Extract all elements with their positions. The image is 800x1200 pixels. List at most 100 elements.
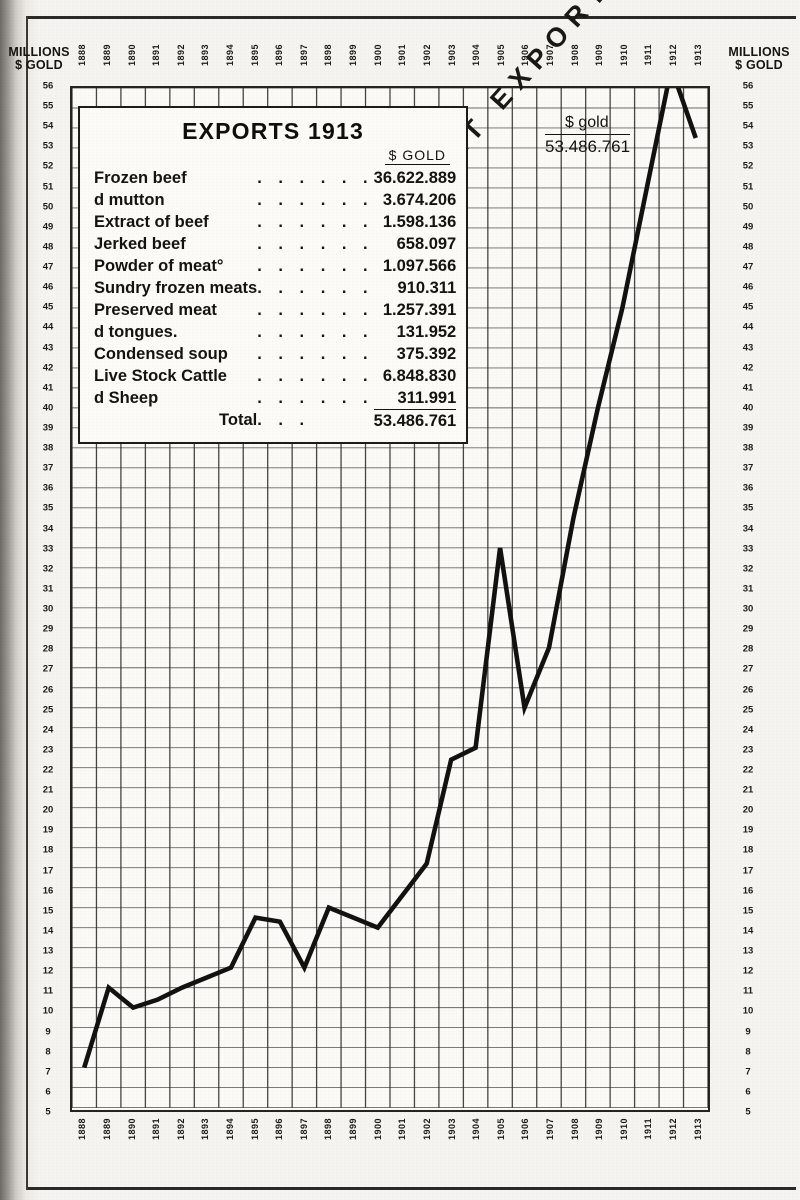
y-tick-label: 7	[745, 1066, 751, 1078]
exports-row-value: 1.097.566	[382, 256, 457, 275]
y-tick-label: 42	[42, 362, 54, 374]
exports-row-leader-dots: . . . . . .	[257, 278, 374, 297]
y-tick-label: 39	[42, 422, 54, 434]
y-tick-label: 49	[42, 221, 54, 233]
y-tick-label: 47	[42, 261, 54, 273]
y-tick-label: 38	[742, 442, 754, 454]
y-tick-label: 21	[42, 784, 54, 796]
left-axis-caption-line1: MILLIONS	[8, 45, 70, 59]
x-tick-label-year: 1894	[225, 1118, 235, 1141]
y-tick-label: 47	[742, 261, 754, 273]
exports-row-leader-dots: . . . . . .	[257, 190, 374, 209]
y-tick-label: 18	[742, 844, 754, 856]
y-tick-label: 12	[42, 965, 54, 977]
y-tick-label: 29	[42, 623, 54, 635]
x-tick-label-year: 1895	[249, 44, 260, 67]
exports-column-header-label: $ GOLD	[384, 147, 450, 165]
exports-row-value: 311.991	[397, 388, 457, 407]
y-tick-label: 31	[742, 583, 754, 595]
exports-row-leader-dots: . . . . . .	[257, 366, 374, 385]
x-tick-label-year: 1913	[692, 44, 703, 67]
page-border-left	[26, 16, 28, 1190]
exports-line-series	[82, 88, 698, 1069]
y-tick-label: 40	[42, 402, 54, 414]
exports-row-label: d mutton	[94, 190, 165, 209]
y-tick-label: 50	[742, 201, 754, 213]
left-axis-caption-line2: $ GOLD	[15, 58, 63, 72]
x-tick-label-year: 1892	[175, 44, 186, 67]
x-tick-label-year: 1909	[594, 44, 605, 67]
y-tick-label: 46	[42, 281, 54, 293]
x-tick-label-year: 1894	[225, 44, 235, 67]
y-tick-label: 5	[745, 1106, 751, 1118]
x-tick-label-year: 1899	[348, 44, 359, 67]
x-tick-label-year: 1890	[126, 1118, 137, 1141]
y-tick-label: 36	[742, 482, 754, 494]
y-tick-label: 26	[742, 684, 754, 696]
y-tick-label: 26	[42, 684, 54, 696]
y-tick-label: 6	[45, 1086, 51, 1098]
y-tick-label: 5	[45, 1106, 51, 1118]
y-tick-label: 40	[742, 402, 754, 414]
x-tick-label-year: 1900	[372, 44, 383, 67]
y-tick-label: 24	[42, 724, 54, 736]
exports-row: Extract of beef . . . . . . 1.598.136	[94, 211, 456, 233]
y-tick-label: 51	[742, 181, 754, 193]
y-tick-label: 27	[42, 663, 54, 675]
x-tick-label-year: 1890	[126, 44, 137, 67]
y-tick-label: 9	[745, 1026, 751, 1038]
exports-row-label: Sundry frozen meats	[94, 278, 258, 297]
y-tick-label: 55	[42, 100, 54, 112]
exports-row: Live Stock Cattle . . . . . . 6.848.830	[94, 365, 456, 387]
exports-row-value: 1.598.136	[382, 212, 457, 231]
y-tick-label: 10	[42, 1005, 54, 1017]
x-tick-label-year: 1905	[495, 1118, 506, 1141]
x-tick-label-year: 1908	[569, 44, 580, 67]
y-tick-label: 11	[42, 985, 54, 997]
x-tick-label-year: 1907	[545, 1118, 555, 1141]
x-tick-label-year: 1897	[298, 44, 309, 67]
y-tick-label: 53	[742, 140, 754, 152]
y-tick-label: 15	[42, 905, 54, 917]
y-tick-label: 27	[742, 663, 754, 675]
exports-row-label: Frozen beef	[94, 168, 187, 187]
y-tick-label: 28	[742, 643, 754, 655]
y-tick-label: 13	[42, 945, 54, 957]
x-tick-label-year: 1889	[101, 44, 112, 67]
y-tick-label: 34	[742, 523, 754, 535]
y-tick-label: 20	[742, 804, 754, 816]
exports-box-title: EXPORTS 1913	[182, 118, 364, 144]
y-tick-label: 34	[42, 523, 54, 535]
exports-row-label: Preserved meat	[94, 300, 217, 319]
x-tick-label-year: 1888	[77, 1118, 88, 1141]
y-tick-label: 25	[42, 704, 54, 716]
x-tick-label-year: 1907	[545, 44, 555, 67]
exports-row-label: Jerked beef	[94, 234, 186, 253]
exports-row-leader-dots: . . . . . .	[257, 322, 374, 341]
y-tick-label: 41	[42, 382, 54, 394]
y-tick-label: 36	[42, 482, 54, 494]
y-tick-label: 30	[42, 603, 54, 615]
y-tick-label: 38	[42, 442, 54, 454]
y-tick-label: 37	[742, 462, 754, 474]
x-tick-label-year: 1901	[397, 44, 408, 67]
exports-row-label: Extract of beef	[94, 212, 209, 231]
x-tick-label-year: 1898	[323, 1118, 334, 1141]
right-axis-caption-line1: MILLIONS	[728, 45, 790, 59]
y-tick-label: 13	[742, 945, 754, 957]
y-tick-label: 32	[42, 563, 54, 575]
y-tick-label: 22	[742, 764, 754, 776]
x-tick-label-year: 1888	[77, 44, 88, 67]
exports-row-label: Live Stock Cattle	[94, 366, 227, 385]
y-tick-label: 44	[742, 321, 754, 333]
y-tick-label: 39	[742, 422, 754, 434]
y-tick-label: 22	[42, 764, 54, 776]
y-tick-label: 10	[742, 1005, 754, 1017]
x-tick-label-year: 1891	[151, 1118, 162, 1141]
x-tick-label-year: 1909	[594, 1118, 605, 1141]
exports-total-leader-dots: . . .	[257, 411, 311, 430]
exports-row-value: 131.952	[396, 322, 457, 341]
y-tick-label: 28	[42, 643, 54, 655]
exports-row-label: Condensed soup	[94, 344, 228, 363]
